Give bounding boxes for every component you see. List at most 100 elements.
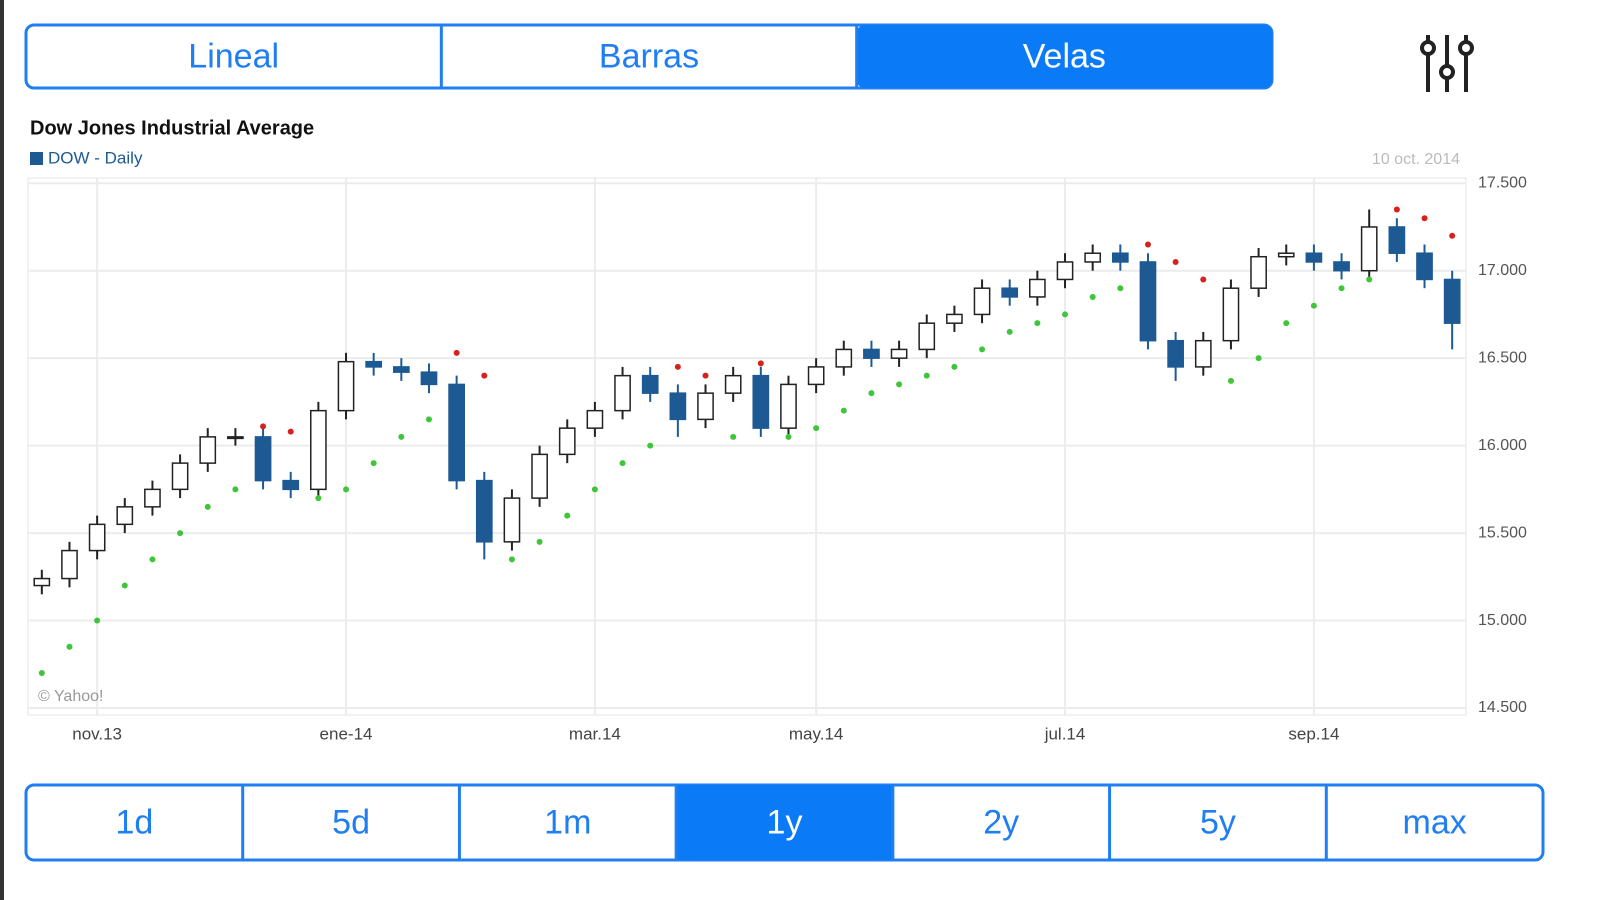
sar-dot bbox=[923, 372, 930, 379]
candle-body bbox=[1333, 261, 1350, 272]
x-tick-label: sep.14 bbox=[1288, 724, 1339, 743]
sar-dot bbox=[730, 433, 737, 440]
sar-dot bbox=[1117, 285, 1124, 292]
candle-body bbox=[310, 409, 327, 491]
sar-dot bbox=[647, 442, 654, 449]
sar-dot bbox=[1200, 276, 1207, 283]
segment-button[interactable]: 2y bbox=[983, 803, 1019, 841]
sar-dot bbox=[1338, 285, 1345, 292]
candle-body bbox=[1084, 252, 1102, 263]
candle-body bbox=[641, 374, 659, 394]
candle-body bbox=[61, 549, 78, 580]
y-tick-label: 17.000 bbox=[1478, 262, 1527, 279]
candle-body bbox=[475, 479, 493, 543]
sar-dot bbox=[979, 346, 986, 353]
sar-dot bbox=[1062, 311, 1069, 318]
sar-dot bbox=[232, 486, 239, 493]
sar-dot bbox=[591, 486, 598, 493]
sar-dot bbox=[94, 617, 101, 624]
segment-button[interactable]: Lineal bbox=[188, 37, 279, 75]
candle-body bbox=[946, 313, 963, 324]
candle-body bbox=[863, 348, 880, 359]
candle-body bbox=[586, 409, 604, 429]
segment-button[interactable]: 5y bbox=[1200, 803, 1236, 841]
candle-body bbox=[752, 374, 770, 429]
candle-body bbox=[503, 497, 521, 543]
candle-body bbox=[1277, 252, 1295, 258]
candle-body bbox=[365, 360, 383, 368]
sar-dot bbox=[564, 512, 571, 519]
segment-button[interactable]: 5d bbox=[332, 803, 370, 841]
candle-body bbox=[531, 453, 548, 499]
sar-dot bbox=[813, 425, 820, 432]
candle-body bbox=[835, 348, 853, 368]
sar-dot bbox=[1255, 355, 1262, 362]
candle-body bbox=[227, 436, 244, 440]
candle-body bbox=[697, 392, 714, 421]
candle-body bbox=[199, 436, 217, 464]
y-tick-label: 15.000 bbox=[1478, 612, 1527, 629]
sar-dot bbox=[757, 360, 764, 367]
sar-dot bbox=[121, 582, 128, 589]
chart-date: 10 oct. 2014 bbox=[1372, 151, 1460, 168]
candle-body bbox=[337, 360, 355, 412]
candle-body bbox=[973, 287, 991, 316]
y-tick-label: 14.500 bbox=[1478, 699, 1527, 716]
sar-dot bbox=[1006, 328, 1013, 335]
sar-dot bbox=[1144, 241, 1151, 248]
candle-body bbox=[1139, 261, 1157, 342]
candle-body bbox=[669, 392, 687, 421]
sar-dot bbox=[260, 423, 267, 430]
candle-body bbox=[1001, 287, 1019, 298]
sar-dot bbox=[1393, 206, 1400, 213]
candle-body bbox=[420, 371, 438, 386]
segment-button[interactable]: Barras bbox=[599, 37, 699, 75]
sar-dot bbox=[951, 363, 958, 370]
sar-dot bbox=[149, 556, 156, 563]
segment-button[interactable]: 1m bbox=[544, 803, 591, 841]
legend-label: DOW - Daily bbox=[48, 148, 143, 167]
candle-body bbox=[1111, 252, 1129, 263]
y-tick-label: 17.500 bbox=[1478, 174, 1527, 191]
x-tick-label: jul.14 bbox=[1044, 724, 1086, 743]
candle-body bbox=[1305, 252, 1323, 263]
candle-body bbox=[171, 462, 189, 491]
x-tick-label: may.14 bbox=[789, 724, 844, 743]
sar-dot bbox=[177, 530, 184, 537]
credit: © Yahoo! bbox=[38, 688, 103, 705]
candle-body bbox=[724, 374, 742, 394]
sar-dot bbox=[868, 390, 875, 397]
legend-swatch bbox=[30, 152, 43, 165]
candle-body bbox=[144, 488, 161, 508]
sar-dot bbox=[1283, 320, 1290, 327]
segment-button[interactable]: 1d bbox=[115, 803, 153, 841]
sar-dot bbox=[453, 349, 460, 356]
sar-dot bbox=[425, 416, 432, 423]
segment-button[interactable]: 1y bbox=[767, 803, 803, 841]
sar-dot bbox=[1034, 320, 1041, 327]
sar-dot bbox=[1310, 302, 1317, 309]
segment-button[interactable]: max bbox=[1403, 803, 1467, 841]
candle-body bbox=[1388, 226, 1406, 254]
candle-body bbox=[392, 366, 410, 373]
edge bbox=[0, 0, 4, 900]
candle-body bbox=[1222, 287, 1240, 342]
sar-dot bbox=[785, 433, 792, 440]
sar-dot bbox=[398, 433, 405, 440]
candle-body bbox=[918, 322, 936, 351]
settings-icon[interactable] bbox=[1420, 35, 1474, 92]
candle-body bbox=[88, 523, 106, 552]
sar-dot bbox=[674, 363, 681, 370]
candle-body bbox=[282, 479, 300, 491]
candle-body bbox=[1194, 339, 1212, 368]
segment-button[interactable]: Velas bbox=[1023, 37, 1106, 75]
sar-dot bbox=[536, 538, 543, 545]
candle-body bbox=[1416, 252, 1433, 281]
sar-dot bbox=[702, 372, 709, 379]
segment-active bbox=[856, 25, 1272, 88]
sar-dot bbox=[1227, 377, 1234, 384]
sar-dot bbox=[204, 503, 211, 510]
sar-dot bbox=[896, 381, 903, 388]
sar-dot bbox=[66, 643, 73, 650]
